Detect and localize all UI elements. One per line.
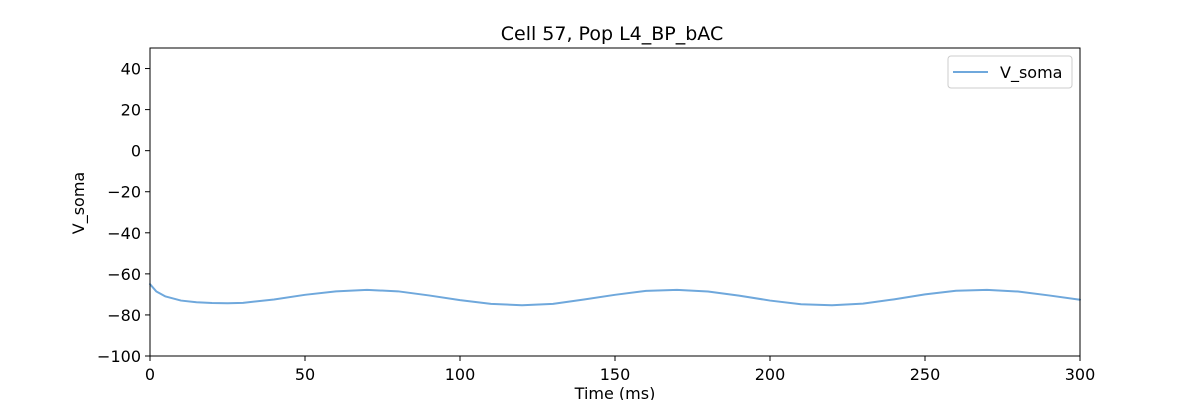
legend-label-v-soma: V_soma — [1000, 63, 1062, 83]
series-line-v-soma — [149, 283, 1081, 307]
chart-title: Cell 57, Pop L4_BP_bAC — [501, 23, 723, 45]
y-axis-label: V_soma — [69, 172, 89, 234]
y-tick-label: 40 — [121, 60, 141, 79]
y-tick-label: −60 — [107, 265, 141, 284]
x-tick-label: 100 — [445, 365, 476, 384]
series-layer — [149, 283, 1081, 307]
x-tick-label: 50 — [295, 365, 315, 384]
x-axis-label: Time (ms) — [574, 384, 656, 400]
x-tick-label: 150 — [600, 365, 631, 384]
y-tick-label: 0 — [131, 142, 141, 161]
y-tick-label: −100 — [97, 347, 141, 366]
y-tick-label: −20 — [107, 183, 141, 202]
y-tick-label: 20 — [121, 101, 141, 120]
x-tick-label: 300 — [1065, 365, 1096, 384]
x-tick-label: 0 — [145, 365, 155, 384]
plot-frame — [149, 47, 1081, 357]
x-tick-label: 200 — [755, 365, 786, 384]
legend-box — [947, 55, 1073, 89]
legend: V_soma — [947, 55, 1073, 89]
x-tick-label: 250 — [910, 365, 941, 384]
y-tick-label: −40 — [107, 224, 141, 243]
y-tick-label: −80 — [107, 306, 141, 325]
